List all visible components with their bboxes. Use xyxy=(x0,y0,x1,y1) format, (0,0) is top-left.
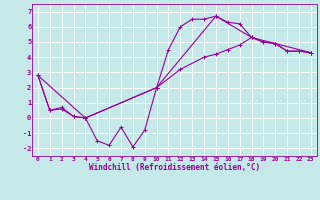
X-axis label: Windchill (Refroidissement éolien,°C): Windchill (Refroidissement éolien,°C) xyxy=(89,163,260,172)
